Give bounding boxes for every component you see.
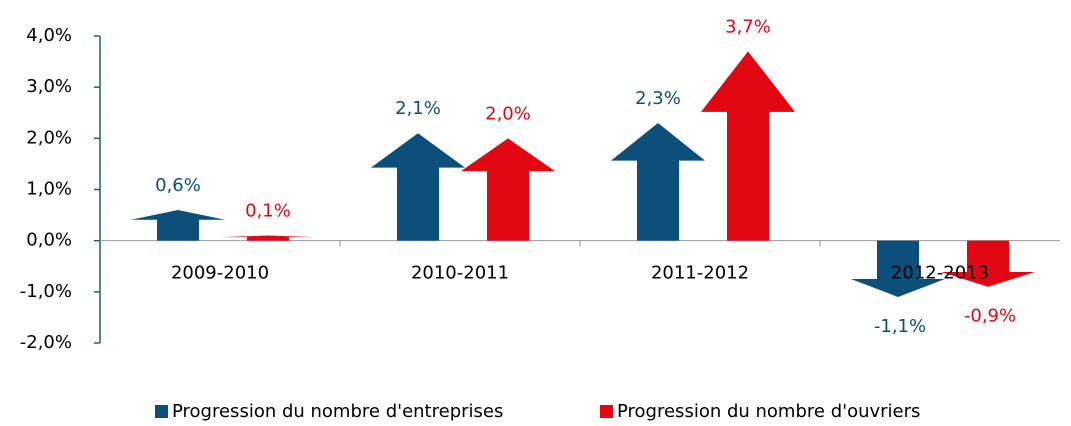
arrow-bar [611, 122, 705, 241]
arrow-bar [701, 51, 795, 241]
x-tick-label: 2011-2012 [651, 263, 749, 284]
arrow-bar [851, 240, 945, 297]
y-tick-label: 3,0% [26, 76, 72, 97]
arrow-bar [461, 138, 555, 241]
value-label: -0,9% [964, 306, 1016, 327]
value-label: -1,1% [874, 316, 926, 337]
y-tick-label: 1,0% [26, 179, 72, 200]
arrow-bar [131, 209, 225, 241]
x-tick-label: 2010-2011 [411, 263, 509, 284]
value-label: 0,6% [155, 175, 201, 196]
value-label: 2,3% [635, 88, 681, 109]
legend-swatch [600, 405, 613, 418]
arrow-bar [371, 133, 465, 241]
value-label: 0,1% [245, 201, 291, 222]
legend-swatch [155, 405, 168, 418]
value-label: 2,0% [485, 103, 531, 124]
x-tick-label: 2009-2010 [171, 263, 269, 284]
y-tick-label: -2,0% [20, 332, 72, 353]
value-label: 3,7% [725, 16, 771, 37]
y-tick-label: 4,0% [26, 25, 72, 46]
y-tick-label: -1,0% [20, 281, 72, 302]
y-tick-label: 2,0% [26, 127, 72, 148]
legend-label: Progression du nombre d'entreprises [172, 401, 503, 422]
arrow-bar [941, 240, 1035, 287]
y-tick-label: 0,0% [26, 230, 72, 251]
x-tick-label: 2012-2013 [891, 263, 989, 284]
value-label: 2,1% [395, 98, 441, 119]
arrow-bar [221, 235, 315, 241]
legend-label: Progression du nombre d'ouvriers [617, 401, 920, 422]
